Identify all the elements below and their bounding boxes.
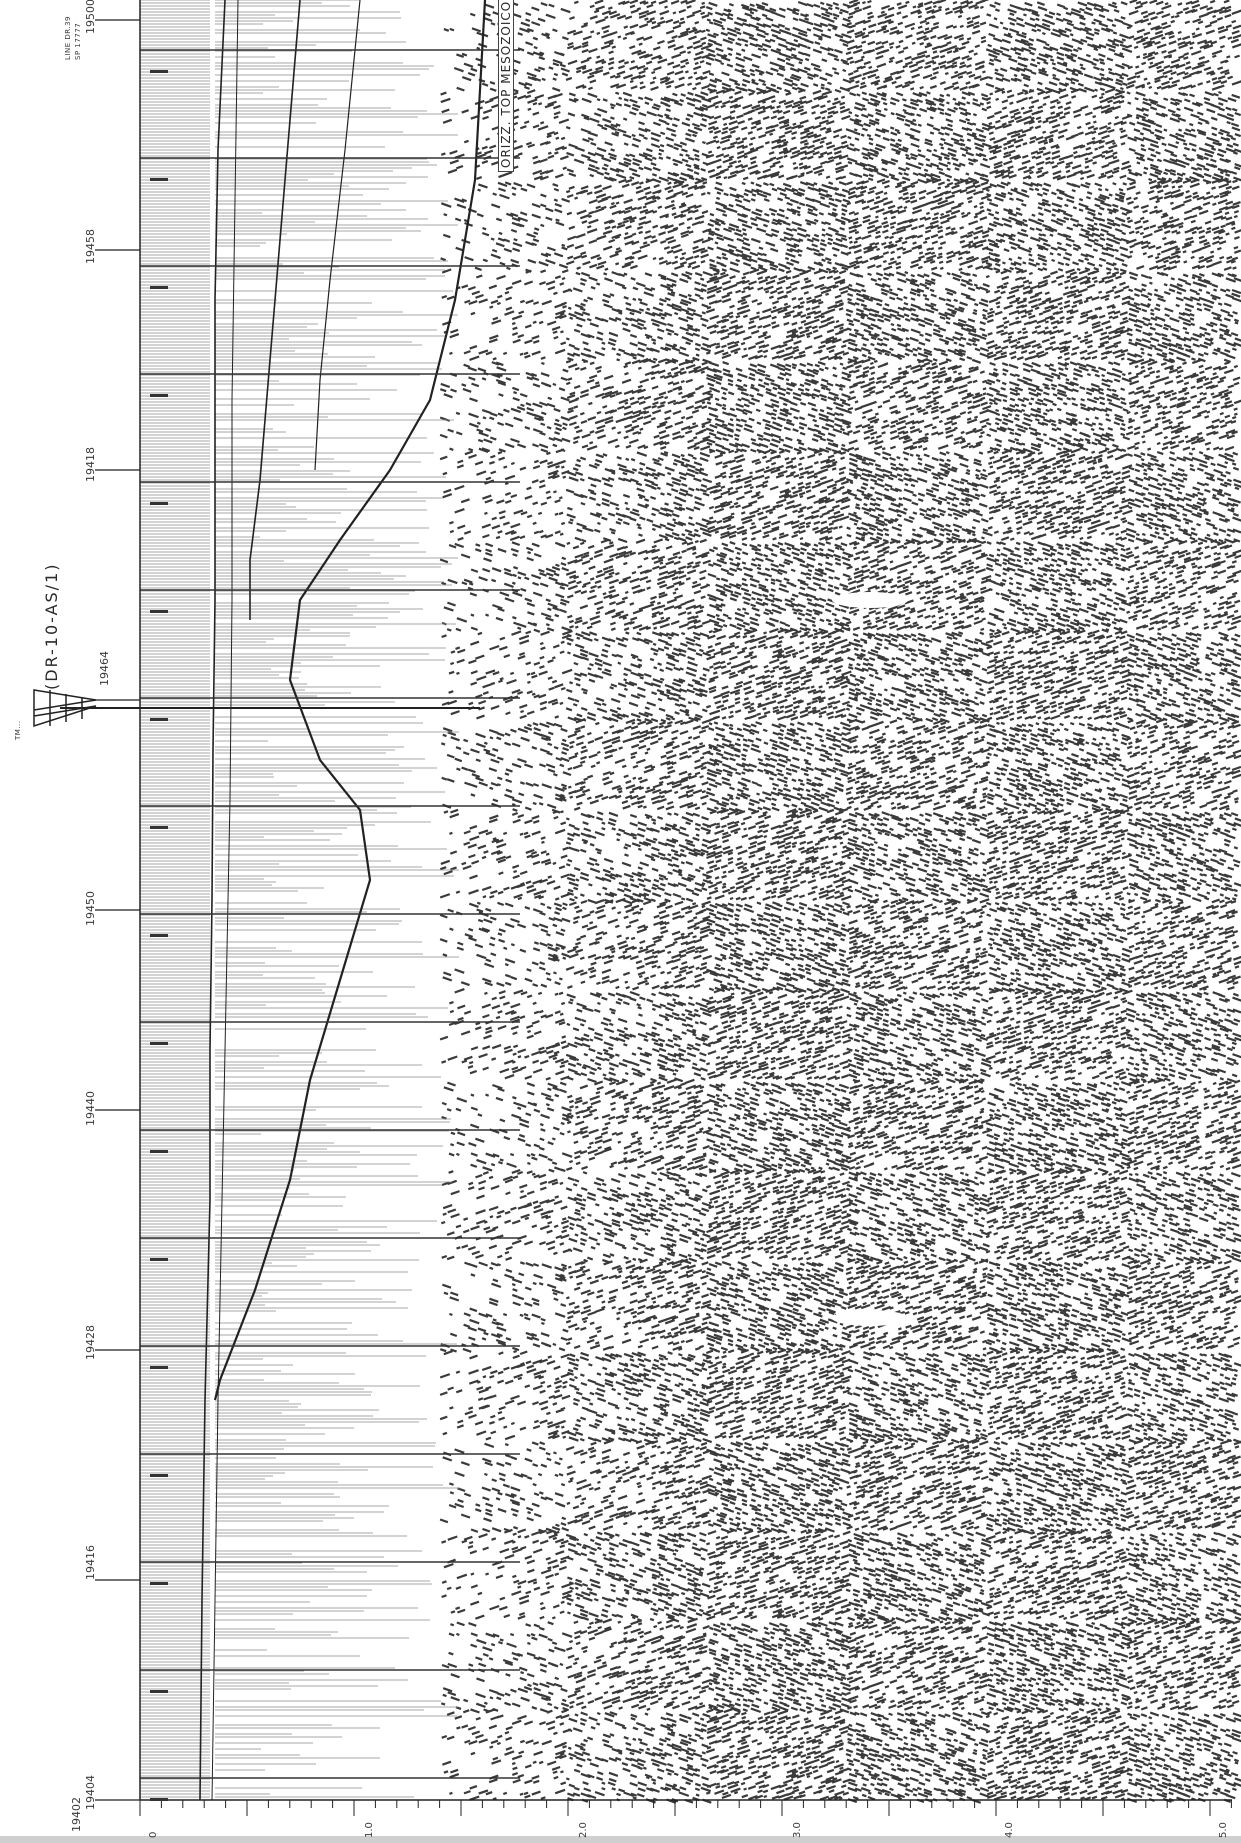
horizon-lines [199, 0, 487, 1801]
shotpoint-label: 19440 [84, 1091, 97, 1126]
well-name: (DR-10-AS/1) [42, 562, 61, 691]
time-tick-label: 4.0 [1004, 1822, 1015, 1838]
timing-lines [60, 49, 908, 1779]
shotpoint-label: 19450 [84, 891, 97, 926]
seismic-noise-field [439, 0, 1241, 1804]
shotpoint-label: 19458 [84, 229, 97, 264]
time-tick-label: 1.0 [364, 1822, 375, 1838]
line-sp-label: SP 17777 [74, 22, 82, 60]
seismic-traces [140, 0, 460, 1798]
shotpoint-label: 19500 [84, 0, 97, 34]
shotpoint-label: 19404 [84, 1775, 97, 1810]
shotpoint-label: 19402 [70, 1797, 83, 1832]
line-label: LINE DR.39 [64, 16, 72, 60]
well-derrick-icon [33, 689, 97, 728]
shotpoint-label: 19416 [84, 1545, 97, 1580]
shotpoint-label: 19418 [84, 447, 97, 482]
shotpoint-label: 19428 [84, 1325, 97, 1360]
time-tick-label: 3.0 [792, 1822, 803, 1838]
time-tick-label: 2.0 [578, 1822, 589, 1838]
shotpoint-label: 19464 [98, 651, 111, 686]
time-tick-label: 5.0 [1218, 1822, 1229, 1838]
well-prefix: TM... [14, 720, 22, 741]
time-tick-label: 0 [148, 1831, 159, 1838]
horizon-label: ORIZZ. TOP MESOZOICO [498, 0, 514, 172]
